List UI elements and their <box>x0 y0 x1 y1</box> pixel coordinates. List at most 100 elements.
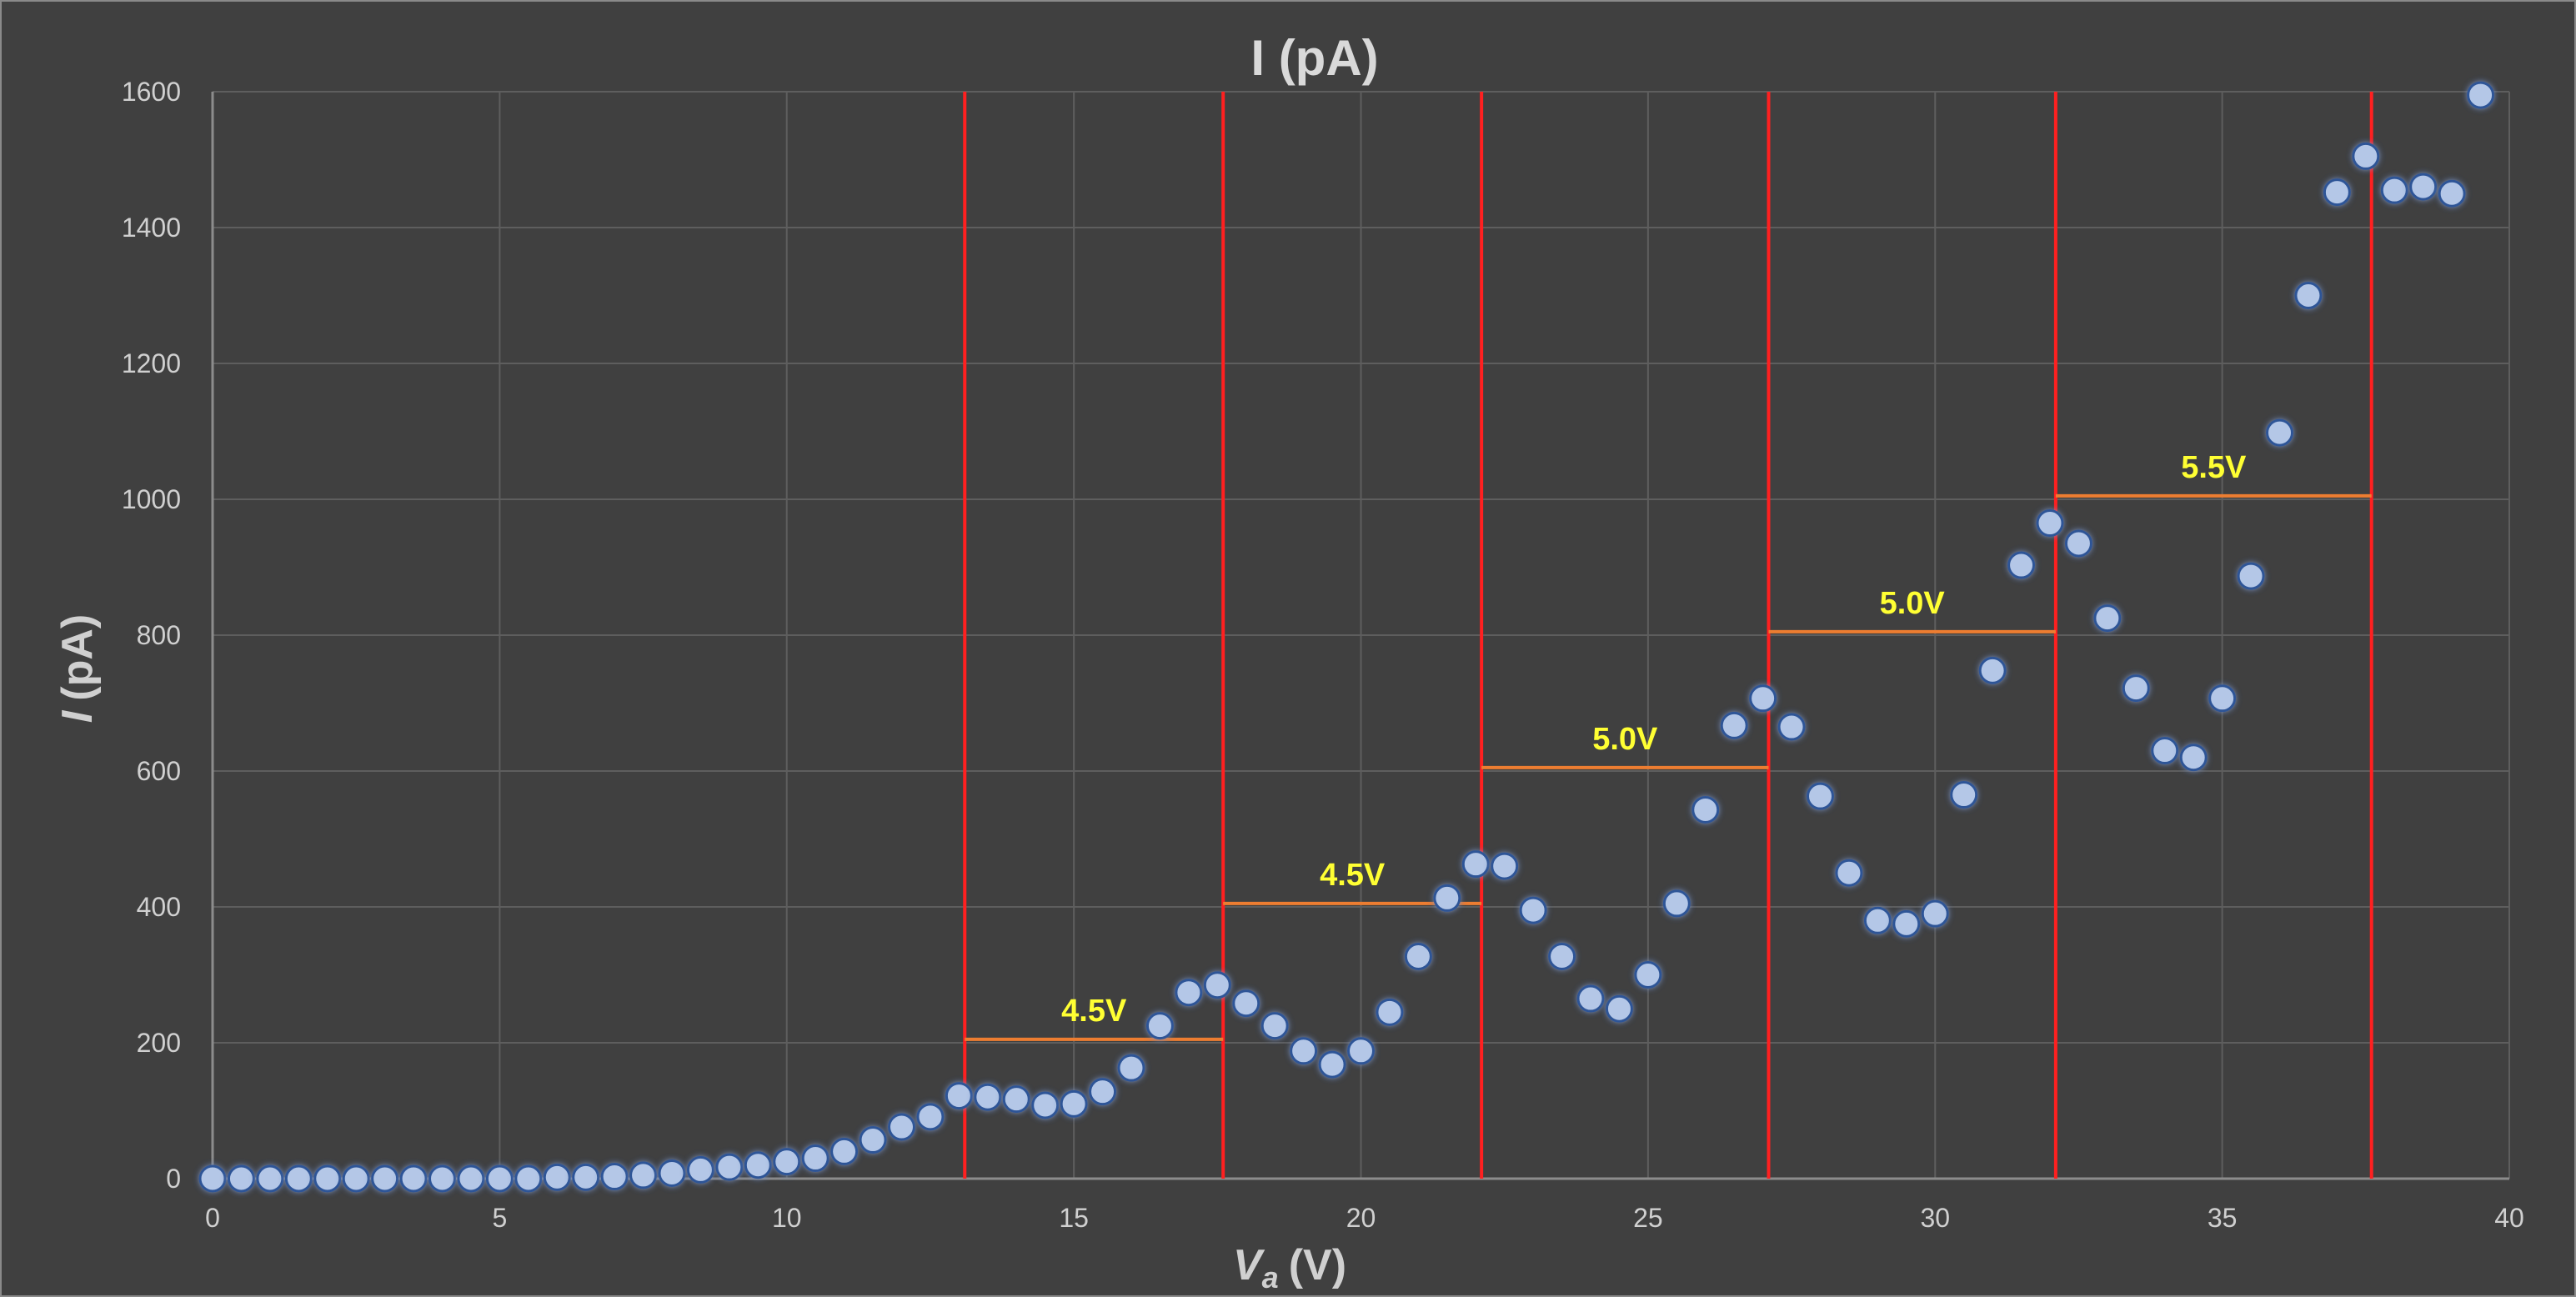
data-point <box>1060 1089 1088 1118</box>
gridlines <box>211 91 2510 1180</box>
data-point <box>715 1153 744 1181</box>
data-point <box>658 1159 686 1187</box>
data-point <box>945 1082 973 1110</box>
data-point <box>2007 551 2036 579</box>
step-annotation: 4.5V <box>1061 994 1127 1029</box>
data-point <box>801 1144 829 1173</box>
data-point <box>2409 173 2438 201</box>
y-tick-label: 1600 <box>122 77 181 107</box>
data-point <box>1634 961 1662 989</box>
y-tick-label: 600 <box>137 756 181 786</box>
y-axis-title-main: I <box>53 709 102 723</box>
data-point <box>1978 656 2007 684</box>
data-point <box>2208 684 2237 713</box>
data-point <box>313 1164 342 1193</box>
data-point <box>1807 782 1834 810</box>
data-point <box>2294 282 2323 309</box>
data-point <box>572 1163 600 1191</box>
data-point <box>1376 998 1404 1026</box>
data-point <box>2237 562 2265 590</box>
data-point <box>629 1161 658 1189</box>
tick-labels: 0 200 400 600 800 1000 1200 1400 1600 0 5 10 15 20 25 3… <box>122 77 2524 1233</box>
data-point <box>1232 989 1260 1018</box>
data-point <box>600 1163 629 1191</box>
data-point <box>399 1164 428 1193</box>
x-tick-label: 0 <box>205 1203 220 1233</box>
data-point <box>2266 418 2293 447</box>
data-point <box>2151 737 2179 765</box>
y-axis-title: I (pA) <box>53 614 102 723</box>
data-points <box>198 81 2495 1193</box>
data-point <box>1404 942 1432 970</box>
chart-title: I (pA) <box>1250 30 1378 86</box>
data-point <box>1089 1078 1117 1106</box>
data-point <box>2179 744 2208 772</box>
data-point <box>1777 713 1806 741</box>
data-point <box>1749 684 1777 713</box>
data-point <box>1347 1037 1375 1065</box>
x-tick-label: 30 <box>1920 1203 1950 1233</box>
y-tick-label: 1400 <box>122 213 181 243</box>
data-point <box>457 1164 485 1193</box>
x-axis-title-main: V <box>1233 1241 1265 1289</box>
x-tick-label: 20 <box>1346 1203 1376 1233</box>
data-point <box>485 1164 514 1193</box>
x-axis-title: Va (V) <box>1233 1241 1346 1294</box>
data-point <box>2122 674 2150 703</box>
data-point <box>1002 1085 1030 1114</box>
data-point <box>686 1155 714 1184</box>
data-point <box>2380 176 2408 204</box>
y-tick-label: 800 <box>137 620 181 650</box>
data-point <box>198 1164 227 1193</box>
data-point <box>1260 1012 1289 1040</box>
step-annotation: 5.0V <box>1592 722 1658 757</box>
data-point <box>1662 889 1691 918</box>
data-point <box>1548 942 1576 970</box>
x-axis-title-unit: (V) <box>1289 1241 1346 1289</box>
data-point <box>974 1083 1002 1111</box>
data-point <box>543 1163 571 1191</box>
data-point <box>1461 850 1490 879</box>
data-point <box>428 1164 456 1193</box>
data-point <box>1892 909 1921 938</box>
y-tick-label: 200 <box>137 1028 181 1058</box>
data-point <box>342 1164 370 1193</box>
y-tick-label: 1200 <box>122 348 181 378</box>
y-tick-label: 400 <box>137 892 181 922</box>
x-tick-label: 40 <box>2494 1203 2524 1233</box>
data-point <box>1576 984 1605 1013</box>
data-point <box>2036 509 2064 538</box>
data-point <box>1031 1091 1060 1119</box>
data-point <box>1950 781 1978 809</box>
data-point <box>371 1164 399 1193</box>
y-axis-title-unit: (pA) <box>53 614 102 701</box>
x-tick-label: 15 <box>1059 1203 1089 1233</box>
x-tick-label: 35 <box>2208 1203 2238 1233</box>
data-point <box>227 1164 255 1193</box>
data-point <box>859 1126 887 1154</box>
data-point <box>1519 896 1547 924</box>
data-point <box>256 1164 284 1193</box>
x-tick-label: 5 <box>492 1203 507 1233</box>
data-point <box>1605 994 1633 1023</box>
data-point <box>1921 899 1949 928</box>
step-annotation: 5.5V <box>2181 450 2247 485</box>
data-point <box>1863 906 1892 934</box>
data-point <box>744 1151 772 1179</box>
data-point <box>1117 1054 1145 1082</box>
data-point <box>888 1113 915 1141</box>
data-point <box>284 1164 313 1193</box>
step-annotation: 4.5V <box>1320 858 1386 893</box>
data-point <box>1691 795 1720 824</box>
data-point <box>1145 1012 1174 1040</box>
data-point <box>2093 604 2122 633</box>
x-tick-label: 25 <box>1633 1203 1663 1233</box>
data-point <box>1175 979 1203 1007</box>
data-point <box>514 1164 543 1193</box>
data-point <box>916 1103 945 1131</box>
data-point <box>1720 711 1748 739</box>
data-point <box>2323 178 2351 207</box>
data-point <box>2438 179 2466 208</box>
